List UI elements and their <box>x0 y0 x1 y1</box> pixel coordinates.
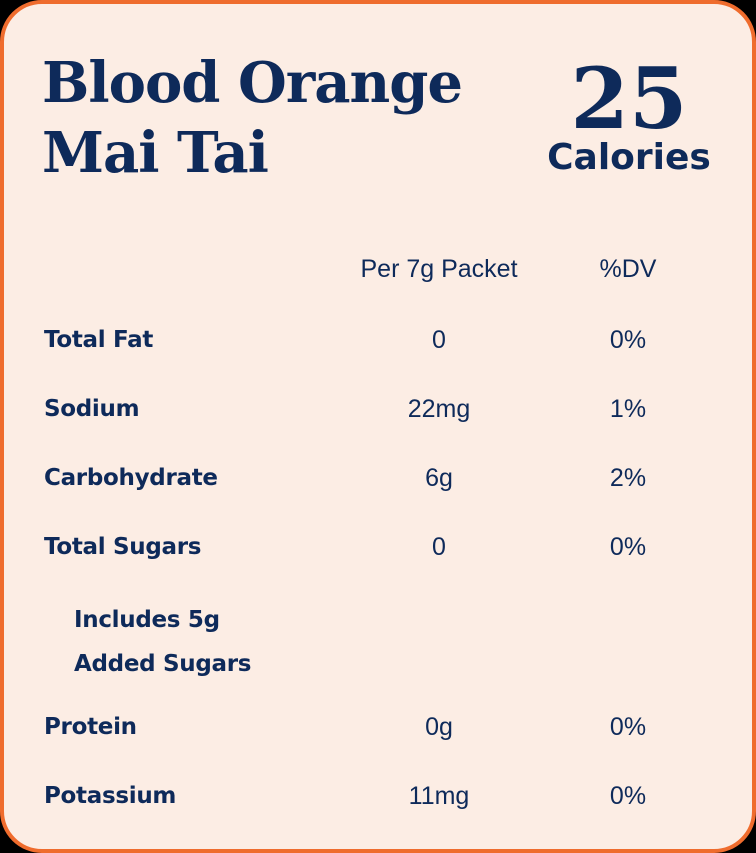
nutrient-amount: 0 <box>432 533 446 561</box>
added-sugars-line2: Added Sugars <box>74 651 252 677</box>
nutrient-row-total-fat: Total Fat 0 0% <box>4 323 756 357</box>
nutrient-row-potassium: Potassium 11mg 0% <box>4 779 756 813</box>
nutrient-row-sodium: Sodium 22mg 1% <box>4 392 756 426</box>
serving-column-header: Per 7g Packet <box>360 255 518 283</box>
nutrient-dv: 0% <box>609 533 647 561</box>
nutrient-amount: 6g <box>425 464 453 492</box>
product-title-line1: Blood Orange <box>42 50 463 116</box>
nutrient-row-total-sugars: Total Sugars 0 0% <box>4 530 756 564</box>
nutrient-dv: 2% <box>609 464 647 492</box>
calories-label: Calories <box>547 137 711 178</box>
nutrient-label: Protein <box>44 714 137 740</box>
nutrient-row-protein: Protein 0g 0% <box>4 710 756 744</box>
nutrient-amount: 22mg <box>407 395 471 423</box>
product-title-line2: Mai Tai <box>42 120 269 186</box>
product-title: Blood Orange Mai Tai <box>42 48 463 188</box>
nutrient-dv: 1% <box>609 395 647 423</box>
nutrient-dv: 0% <box>609 713 647 741</box>
calories-block: 25 Calories <box>534 54 724 178</box>
added-sugars-line1: Includes 5g <box>74 607 220 633</box>
nutrient-label: Total Fat <box>44 327 154 353</box>
dv-column-header: %DV <box>599 255 657 283</box>
calories-value: 25 <box>570 49 688 148</box>
nutrient-amount: 11mg <box>408 782 470 810</box>
nutrient-label: Total Sugars <box>44 534 202 560</box>
nutrient-label: Sodium <box>44 396 140 422</box>
nutrient-label: Potassium <box>44 783 177 809</box>
nutrient-dv: 0% <box>609 782 647 810</box>
nutrient-dv: 0% <box>609 326 647 354</box>
nutrient-amount: 0 <box>432 326 446 354</box>
nutrient-amount: 0g <box>425 713 453 741</box>
nutrient-row-carbohydrate: Carbohydrate 6g 2% <box>4 461 756 495</box>
added-sugars-note: Includes 5g Added Sugars <box>74 598 251 686</box>
nutrient-label: Carbohydrate <box>44 465 218 491</box>
